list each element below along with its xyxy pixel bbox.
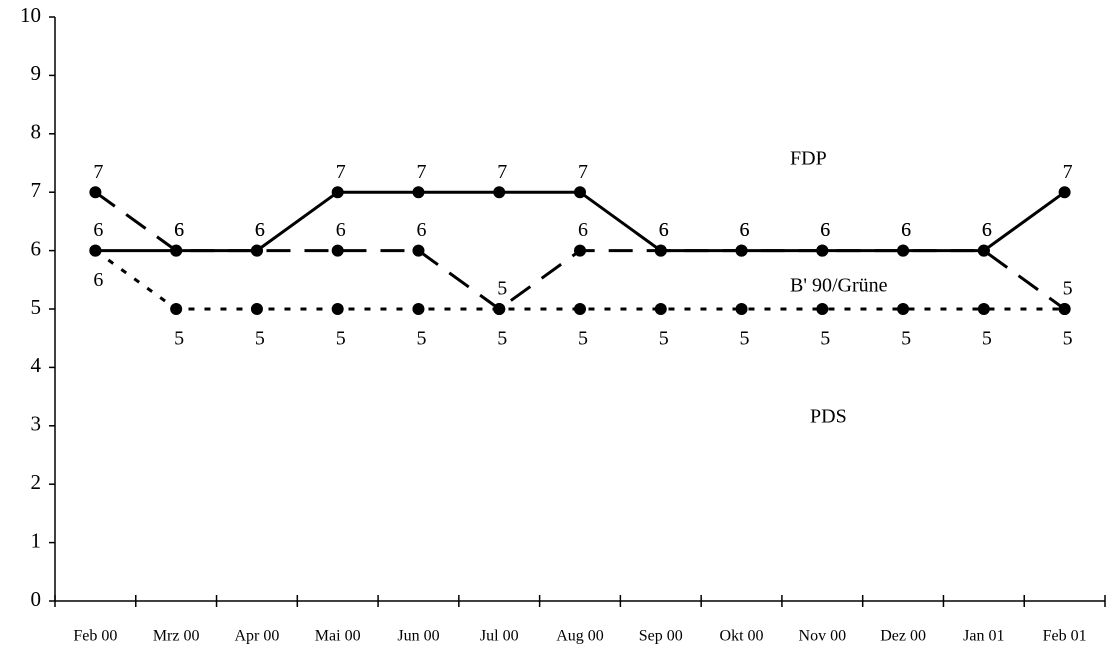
data-label: 6 <box>659 219 669 241</box>
y-tick-label: 5 <box>31 295 42 319</box>
series-label: PDS <box>810 406 847 428</box>
data-label: 7 <box>578 161 588 183</box>
data-point <box>654 244 667 257</box>
series-label: FDP <box>790 148 827 170</box>
y-tick-label: 8 <box>31 120 42 144</box>
data-label: 6 <box>255 219 265 241</box>
data-label: 6 <box>820 219 830 241</box>
x-tick-label: Jul 00 <box>480 628 519 645</box>
data-point <box>250 303 263 315</box>
data-label: 6 <box>93 269 103 291</box>
y-tick-label: 2 <box>31 470 42 494</box>
y-tick-label: 1 <box>31 528 42 552</box>
data-point <box>412 186 425 199</box>
data-label: 5 <box>901 328 911 350</box>
data-label: 6 <box>659 219 669 241</box>
y-tick-label: 3 <box>31 412 42 436</box>
data-point <box>574 186 586 199</box>
data-point <box>977 303 990 315</box>
y-tick-label: 6 <box>31 236 42 260</box>
data-label: 5 <box>497 328 507 350</box>
data-point <box>331 186 344 199</box>
data-label: 5 <box>659 328 669 350</box>
data-point <box>412 244 425 257</box>
data-point <box>331 303 344 315</box>
data-label: 5 <box>820 328 830 350</box>
data-label: 5 <box>497 278 507 300</box>
y-tick-label: 10 <box>20 3 41 27</box>
data-point <box>170 303 183 315</box>
x-tick-label: Jan 01 <box>963 628 1004 645</box>
data-label: 5 <box>1063 278 1073 300</box>
data-point <box>897 303 910 315</box>
x-tick-label: Dez 00 <box>880 628 926 645</box>
data-label: 6 <box>93 219 103 241</box>
data-label: 5 <box>416 328 426 350</box>
data-label: 6 <box>740 219 750 241</box>
data-label: 7 <box>336 161 346 183</box>
x-tick-label: Nov 00 <box>799 628 847 645</box>
data-point <box>735 303 748 315</box>
data-label: 6 <box>174 219 184 241</box>
data-label: 6 <box>416 219 426 241</box>
data-point <box>250 244 263 257</box>
data-label: 7 <box>416 161 426 183</box>
data-point <box>574 303 586 315</box>
data-point <box>897 244 910 257</box>
data-point <box>654 303 667 315</box>
x-tick-label: Okt 00 <box>720 628 764 645</box>
data-point <box>1058 186 1071 199</box>
data-label: 7 <box>1063 161 1073 183</box>
x-tick-label: Jun 00 <box>397 628 439 645</box>
x-tick-label: Feb 01 <box>1043 628 1087 645</box>
data-point <box>331 244 344 257</box>
data-label: 5 <box>982 328 992 350</box>
data-label: 6 <box>820 219 830 241</box>
data-label: 6 <box>740 219 750 241</box>
data-point <box>89 186 102 199</box>
data-label: 6 <box>901 219 911 241</box>
data-point <box>493 303 506 315</box>
data-label: 6 <box>982 219 992 241</box>
x-tick-label: Mrz 00 <box>153 628 200 645</box>
data-label: 6 <box>901 219 911 241</box>
x-tick-label: Apr 00 <box>234 628 279 645</box>
y-tick-label: 9 <box>31 61 42 85</box>
data-point <box>977 244 990 257</box>
data-point <box>735 244 748 257</box>
data-point <box>170 244 183 257</box>
data-label: 6 <box>255 219 265 241</box>
data-label: 5 <box>1063 328 1073 350</box>
data-point <box>816 244 829 257</box>
x-tick-label: Feb 00 <box>73 628 117 645</box>
x-tick-label: Sep 00 <box>639 628 683 645</box>
data-label: 7 <box>93 161 103 183</box>
y-tick-label: 7 <box>31 178 42 202</box>
data-label: 7 <box>497 161 507 183</box>
data-label: 6 <box>578 219 588 241</box>
data-label: 5 <box>255 328 265 350</box>
data-point <box>574 244 586 257</box>
data-label: 5 <box>336 328 346 350</box>
data-label: 6 <box>982 219 992 241</box>
data-label: 6 <box>174 219 184 241</box>
data-label: 5 <box>174 328 184 350</box>
data-point <box>816 303 829 315</box>
series-line <box>94 249 1065 311</box>
series-label: B' 90/Grüne <box>790 275 888 297</box>
x-tick-label: Aug 00 <box>556 628 604 645</box>
data-point <box>493 186 506 199</box>
y-tick-label: 4 <box>31 353 42 377</box>
data-label: 5 <box>740 328 750 350</box>
x-tick-label: Mai 00 <box>315 628 361 645</box>
y-tick-label: 0 <box>31 587 42 611</box>
data-point <box>89 244 102 257</box>
data-label: 5 <box>578 328 588 350</box>
data-point <box>412 303 425 315</box>
data-label: 6 <box>336 219 346 241</box>
data-point <box>1058 303 1071 315</box>
